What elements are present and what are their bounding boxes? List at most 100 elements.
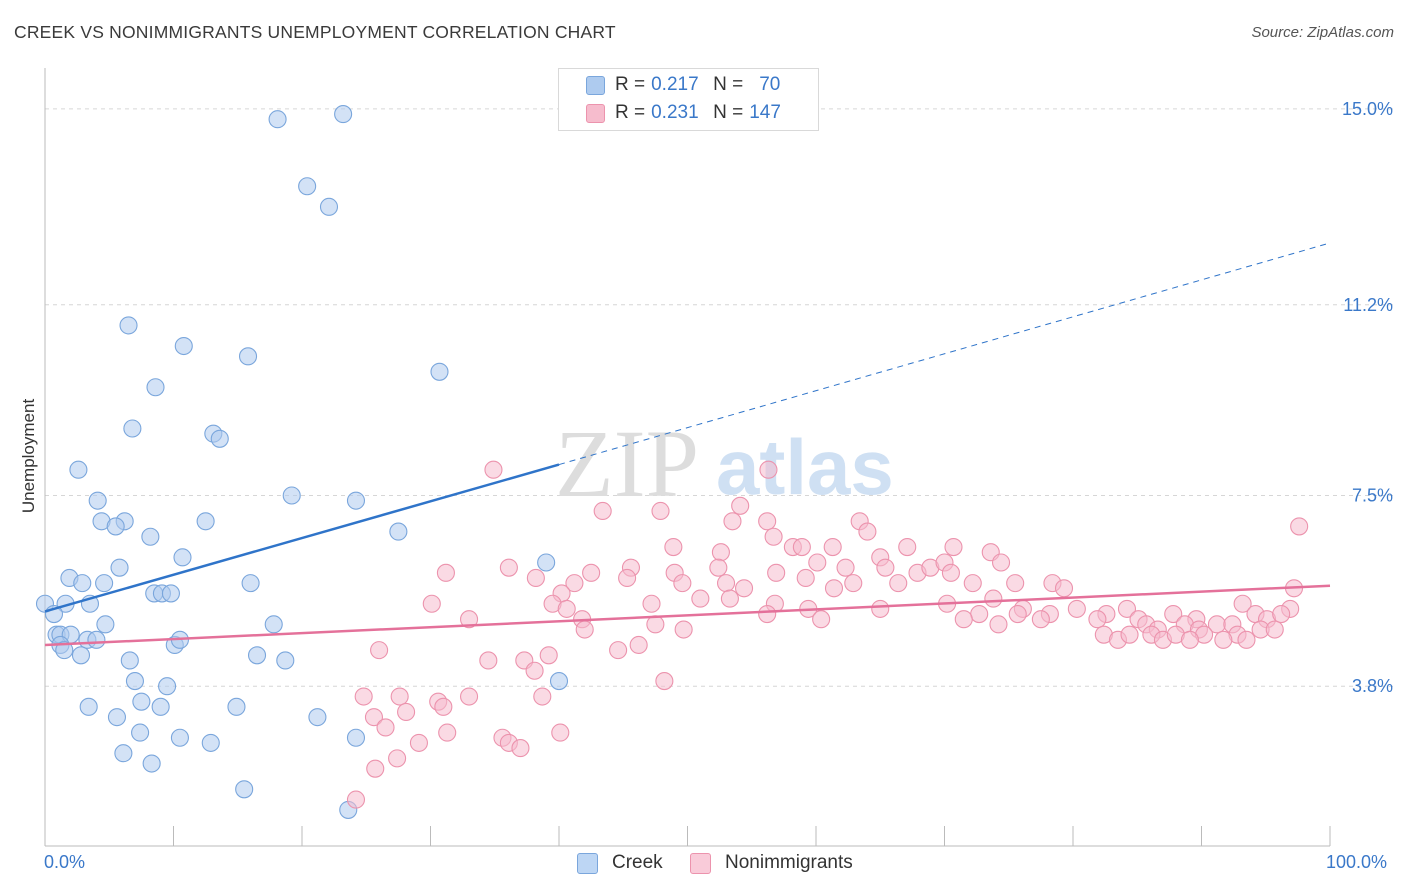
source-label: Source: ZipAtlas.com [1251,24,1394,41]
nonimmigrants-point [1117,599,1137,618]
creek-point [174,336,193,356]
nonimmigrants-point [871,599,890,618]
nonimmigrants-point [767,563,786,582]
nonimmigrants-point [646,615,665,634]
nonimmigrants-point [954,610,973,629]
nonimmigrants-point [876,558,895,577]
creek-point [196,512,215,531]
grid-lines [45,108,1393,687]
legend-r-value: 0.217 [651,74,699,95]
nonimmigrants-point [526,568,545,588]
nonimmigrants-point [664,537,683,557]
creek-point [95,574,114,593]
nonimmigrants-point [575,620,594,639]
creek-point [334,105,353,124]
nonimmigrants-point [836,558,855,577]
creek-legend-swatch [577,852,598,874]
creek-point [107,708,127,727]
nonimmigrants-point [511,739,530,758]
nonimmigrants-point [796,568,815,588]
nonimmigrants-point [808,553,827,572]
nonimmigrants-point [792,537,811,557]
nonimmigrants-point [823,537,842,557]
creek-point [123,419,142,438]
nonimmigrants-point [364,708,384,727]
nonimmigrants-point [565,574,584,593]
nonimmigrants-point [1272,605,1291,624]
creek-point [238,347,258,366]
nonimmigrants-point [889,574,908,593]
creek-point [308,708,327,727]
nonimmigrants-point [499,558,518,577]
creek-point [79,697,98,716]
legend-item-nonimmigrants: Nonimmigrants [690,852,853,874]
creek-point [346,491,366,510]
nonimmigrants-point [582,563,601,582]
nonimmigrants-point [366,759,385,778]
series-legend: Creek Nonimmigrants [0,852,1406,878]
creek-point [173,548,192,567]
legend-n-label: N = [713,102,744,123]
nonimmigrants-point [758,605,777,624]
y-tick-labels: 3.8% 7.5% 11.2% 15.0% [1342,99,1393,696]
nonimmigrants-point [390,687,409,706]
nonimmigrants-point [984,589,1003,608]
nonimmigrants-point [1214,630,1233,649]
nonimmigrants-point [539,646,558,665]
nonimmigrants-point [629,635,648,655]
watermark-atlas: atlas [716,423,894,511]
legend-label-creek: Creek [612,852,663,873]
creek-point [69,460,88,479]
nonimmigrants-point [651,501,670,521]
creek-point [389,522,408,541]
nonimmigrants-point [941,563,960,582]
creek-point [158,677,177,696]
watermark-zip: ZIP [555,410,699,517]
creek-point [430,362,449,381]
nonimmigrants-point [1290,517,1309,536]
creek-point [114,744,133,763]
nonimmigrants-point [397,702,416,722]
legend-n-label: N = [713,74,744,95]
creek-point [247,646,267,665]
creek-point [161,584,180,603]
nonimmigrants-point [709,558,728,577]
nonimmigrants-point [1265,620,1284,639]
nonimmigrants-point [422,594,441,613]
nonimmigrants-point [354,687,373,706]
creek-point [549,672,569,691]
creek-point [298,177,317,196]
nonimmigrants-swatch [586,103,605,123]
creek-point [71,646,91,665]
legend-n-value: 147 [749,102,781,123]
creek-point [96,615,115,634]
nonimmigrants-point [944,537,963,557]
creek-point [131,723,150,742]
nonimmigrants-point [764,527,783,546]
nonimmigrants-point [970,605,989,624]
creek-point [110,558,129,577]
creek-point [73,574,92,593]
nonimmigrants-point [989,615,1008,634]
creek-point [142,754,161,773]
creek-point [141,527,160,546]
legend-r-value: 0.231 [651,102,699,123]
creek-point [268,110,287,129]
y-tick-label: 11.2% [1343,295,1393,315]
creek-point [537,553,556,572]
nonimmigrants-point [720,589,739,608]
nonimmigrants-point [609,641,628,660]
nonimmigrants-point [898,537,917,557]
data-points [35,105,1309,819]
creek-point [106,517,125,536]
nonimmigrants-point [858,522,877,541]
y-tick-label: 3.8% [1352,676,1393,696]
y-tick-label: 15.0% [1342,99,1393,119]
nonimmigrants-point [1008,605,1027,624]
nonimmigrants-point [1164,605,1183,624]
series-creek [35,105,569,819]
nonimmigrants-point [593,501,612,521]
nonimmigrants-point [388,749,407,768]
legend-row-nonimmigrants: R = 0.231 N = 147 [586,100,781,126]
legend-row-creek: R = 0.217 N = 70 [586,72,780,98]
